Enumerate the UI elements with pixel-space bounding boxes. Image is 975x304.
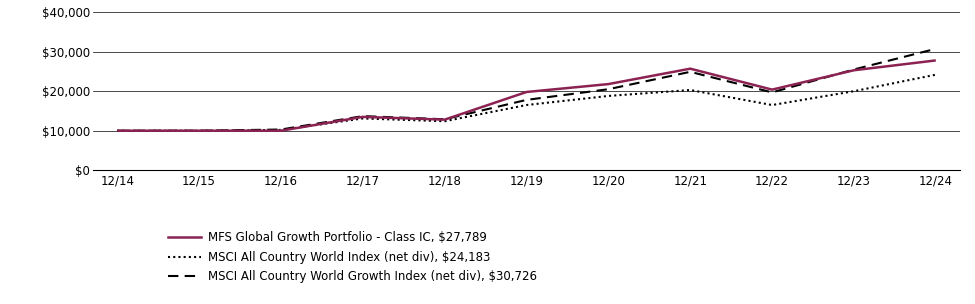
Legend: MFS Global Growth Portfolio - Class IC, $27,789, MSCI All Country World Index (n: MFS Global Growth Portfolio - Class IC, … bbox=[168, 231, 537, 283]
